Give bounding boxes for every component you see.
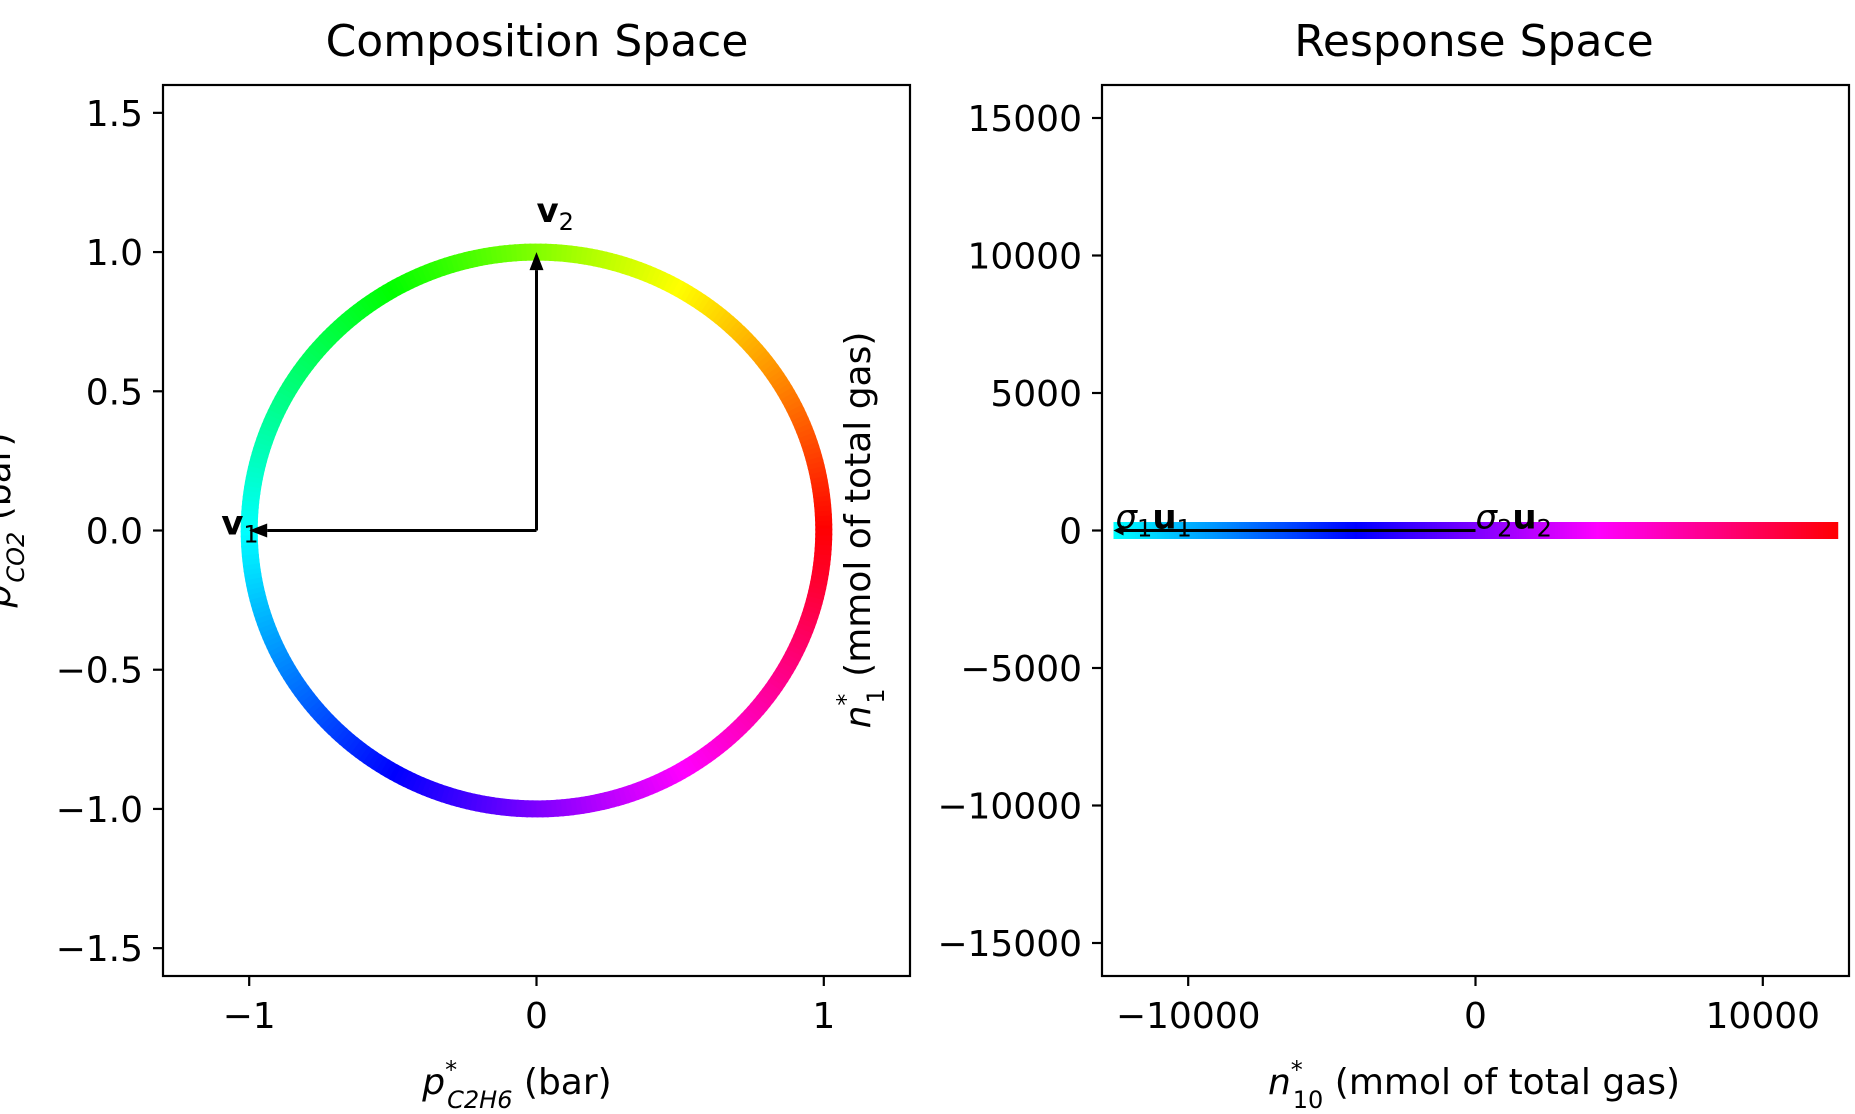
composition-y-ticks: −1.5 −1.0 −0.5 0.0 0.5 1.0 1.5 bbox=[56, 94, 163, 970]
y-tick-label: −15000 bbox=[937, 924, 1082, 965]
x-tick-label: −1 bbox=[223, 996, 276, 1037]
y-tick-label: −0.5 bbox=[56, 651, 143, 692]
v1-arrow-head bbox=[249, 523, 268, 538]
composition-circle bbox=[240, 243, 833, 818]
composition-space-panel: Composition Space v1 v2 −1 0 1 −1.5 −1.0 −0.5… bbox=[0, 16, 912, 1114]
composition-arrows: v1 v2 bbox=[221, 191, 574, 548]
response-arrows: σ1u1 σ2u2 bbox=[1113, 498, 1552, 543]
response-y-ticks: −15000 −10000 −5000 0 5000 10000 15000 bbox=[937, 99, 1102, 965]
y-tick-label: 10000 bbox=[967, 237, 1082, 278]
y-tick-label: −5000 bbox=[960, 649, 1082, 690]
v2-arrow-head bbox=[529, 252, 544, 271]
y-tick-label: −10000 bbox=[937, 787, 1082, 828]
y-tick-label: 15000 bbox=[967, 99, 1082, 140]
composition-x-ticks: −1 0 1 bbox=[223, 976, 835, 1037]
response-space-panel: Response Space σ1u1 σ2u2 −10000 0 10000 −15… bbox=[832, 16, 1851, 1114]
x-tick-label: 0 bbox=[525, 996, 548, 1037]
y-tick-label: 1.0 bbox=[86, 233, 143, 274]
y-tick-label: 0.0 bbox=[86, 512, 143, 553]
response-space-title: Response Space bbox=[1294, 16, 1653, 67]
response-x-ticks: −10000 0 10000 bbox=[1116, 976, 1820, 1037]
v1-label: v1 bbox=[221, 504, 258, 549]
x-tick-label: 10000 bbox=[1706, 996, 1821, 1037]
y-tick-label: 5000 bbox=[990, 374, 1082, 415]
y-tick-label: 1.5 bbox=[86, 94, 143, 135]
y-tick-label: −1.5 bbox=[56, 929, 143, 970]
x-tick-label: 0 bbox=[1464, 996, 1487, 1037]
x-tick-label: −10000 bbox=[1116, 996, 1261, 1037]
v2-label: v2 bbox=[537, 191, 574, 236]
composition-x-axis-label: p* C2H6 (bar) bbox=[421, 1056, 611, 1114]
response-y-axis-label: n*1 (mmol of total gas) bbox=[832, 332, 890, 729]
sigma1-u1-arrow-head bbox=[1113, 525, 1124, 536]
y-tick-label: −1.0 bbox=[56, 790, 143, 831]
composition-space-title: Composition Space bbox=[326, 16, 749, 67]
sigma1-u1-label: σ1u1 bbox=[1115, 498, 1191, 543]
composition-y-axis-label: p*CO2 (bar) bbox=[0, 432, 30, 608]
response-x-axis-label: n* 10 (mmol of total gas) bbox=[1268, 1056, 1680, 1114]
y-tick-label: 0.5 bbox=[86, 372, 143, 413]
y-tick-label: 0 bbox=[1059, 512, 1082, 553]
sigma2-u2-label: σ2u2 bbox=[1476, 498, 1552, 543]
x-tick-label: 1 bbox=[812, 996, 835, 1037]
